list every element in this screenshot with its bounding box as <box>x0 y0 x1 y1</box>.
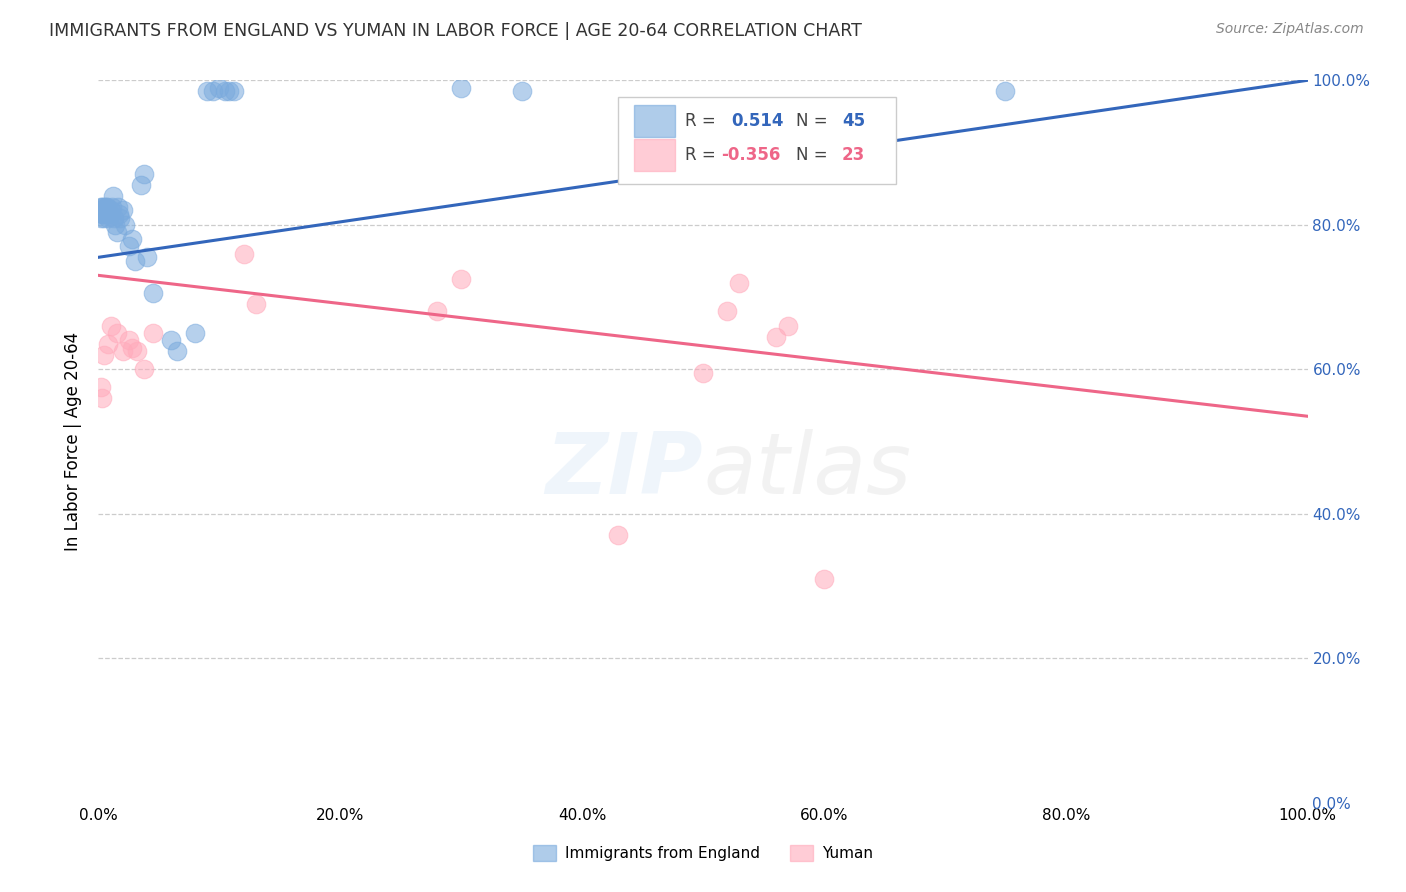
Point <box>195 84 218 98</box>
Point <box>108 211 131 225</box>
Point <box>91 200 114 214</box>
Point <box>105 326 128 340</box>
Point <box>728 276 751 290</box>
Point <box>134 167 156 181</box>
Point <box>94 203 117 218</box>
Point <box>97 211 120 225</box>
Point <box>994 84 1017 98</box>
Point <box>450 272 472 286</box>
Point <box>91 207 114 221</box>
Point <box>813 572 835 586</box>
Point <box>97 337 120 351</box>
Point <box>90 211 112 225</box>
Point <box>134 362 156 376</box>
Point <box>232 246 254 260</box>
Point <box>118 239 141 253</box>
Text: R =: R = <box>685 145 721 164</box>
Point <box>776 318 799 333</box>
Point <box>101 189 124 203</box>
Text: IMMIGRANTS FROM ENGLAND VS YUMAN IN LABOR FORCE | AGE 20-64 CORRELATION CHART: IMMIGRANTS FROM ENGLAND VS YUMAN IN LABO… <box>49 22 862 40</box>
Point <box>245 297 267 311</box>
Point <box>127 344 149 359</box>
Point <box>103 211 125 225</box>
Point <box>121 232 143 246</box>
Point <box>166 344 188 359</box>
Point <box>98 207 121 221</box>
Point <box>104 218 127 232</box>
Point <box>121 341 143 355</box>
Point <box>107 200 129 214</box>
Point <box>510 84 533 98</box>
Point <box>118 334 141 348</box>
Point <box>218 84 240 98</box>
Point <box>214 84 236 98</box>
Point <box>90 380 112 394</box>
Text: R =: R = <box>685 112 721 129</box>
Point <box>89 203 111 218</box>
Point <box>96 200 118 214</box>
Point <box>90 200 112 214</box>
Point <box>91 207 114 221</box>
Point <box>111 203 134 218</box>
Point <box>100 318 122 333</box>
Point <box>91 391 114 405</box>
Point <box>93 348 115 362</box>
Point <box>716 304 738 318</box>
Point <box>450 80 472 95</box>
Point <box>114 218 136 232</box>
Point <box>222 84 245 98</box>
Text: 23: 23 <box>842 145 865 164</box>
Point <box>142 326 165 340</box>
FancyBboxPatch shape <box>619 97 897 184</box>
Point <box>129 178 152 192</box>
Point <box>105 225 128 239</box>
Point <box>426 304 449 318</box>
Point <box>765 330 787 344</box>
Point <box>208 80 231 95</box>
FancyBboxPatch shape <box>634 139 675 170</box>
Point <box>184 326 207 340</box>
Point <box>202 84 225 98</box>
Point <box>692 366 714 380</box>
Point <box>96 207 118 221</box>
Text: atlas: atlas <box>703 429 911 512</box>
Text: 45: 45 <box>842 112 865 129</box>
Text: Source: ZipAtlas.com: Source: ZipAtlas.com <box>1216 22 1364 37</box>
Point <box>135 250 157 264</box>
Point <box>93 211 115 225</box>
Point <box>142 286 165 301</box>
Legend: Immigrants from England, Yuman: Immigrants from England, Yuman <box>526 839 880 867</box>
Point <box>100 200 122 214</box>
Text: ZIP: ZIP <box>546 429 703 512</box>
Point <box>91 203 114 218</box>
Text: N =: N = <box>796 145 832 164</box>
Point <box>160 334 183 348</box>
FancyBboxPatch shape <box>634 105 675 136</box>
Point <box>607 528 630 542</box>
Point <box>108 207 131 221</box>
Point <box>124 253 146 268</box>
Text: -0.356: -0.356 <box>721 145 780 164</box>
Y-axis label: In Labor Force | Age 20-64: In Labor Force | Age 20-64 <box>65 332 83 551</box>
Point <box>94 200 117 214</box>
Point <box>93 200 115 214</box>
Text: 0.514: 0.514 <box>731 112 783 129</box>
Point <box>111 344 134 359</box>
Point <box>100 203 122 218</box>
Text: N =: N = <box>796 112 832 129</box>
